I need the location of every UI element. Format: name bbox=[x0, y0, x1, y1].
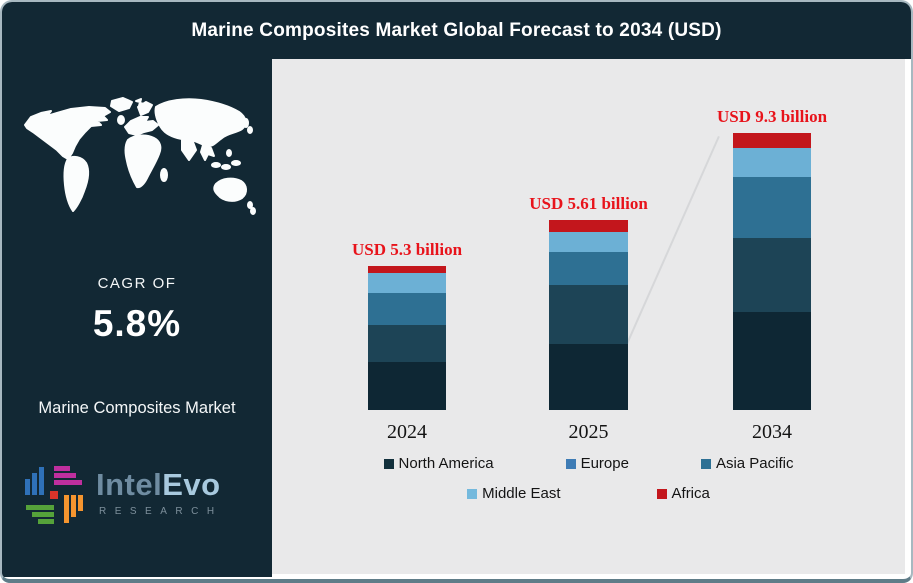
bar-segment-europe bbox=[549, 285, 628, 344]
sidebar: CAGR OF 5.8% Marine Composites Market bbox=[2, 59, 272, 577]
bar-segment-north-america bbox=[368, 362, 446, 410]
world-map-image bbox=[17, 95, 257, 221]
legend-item-asia-pacific: Asia Pacific bbox=[700, 455, 794, 472]
legend-item-africa: Africa bbox=[656, 485, 710, 502]
legend-label: Asia Pacific bbox=[715, 455, 794, 472]
bar-segment-asia-pacific bbox=[733, 177, 811, 238]
legend-label: North America bbox=[398, 455, 494, 472]
bar-segment-africa bbox=[733, 133, 811, 148]
bar-segment-middle-east bbox=[733, 148, 811, 177]
x-axis-label-2024: 2024 bbox=[387, 421, 427, 443]
bar-segment-asia-pacific bbox=[368, 293, 446, 325]
x-axis-label-2025: 2025 bbox=[568, 421, 609, 443]
bar-segment-asia-pacific bbox=[549, 252, 628, 285]
bar-segment-north-america bbox=[549, 344, 628, 410]
legend-item-north-america: North America bbox=[383, 455, 494, 472]
x-axis-label-2034: 2034 bbox=[752, 421, 792, 443]
bar-segment-north-america bbox=[733, 312, 811, 410]
legend-item-middle-east: Middle East bbox=[467, 485, 561, 502]
legend-row: Middle East Africa bbox=[467, 485, 710, 502]
stacked-bar-2024 bbox=[368, 266, 446, 410]
legend-swatch-icon bbox=[656, 488, 667, 499]
cagr-value: 5.8% bbox=[92, 303, 182, 344]
stacked-bar-2025 bbox=[549, 220, 628, 410]
logo-wordmark: IntelEvo bbox=[96, 467, 223, 503]
legend-swatch-icon bbox=[565, 458, 576, 469]
market-name: Marine Composites Market bbox=[38, 399, 236, 417]
legend-swatch-icon bbox=[700, 458, 711, 469]
bar-value-label: USD 5.61 billion bbox=[529, 194, 648, 213]
legend-label: Africa bbox=[671, 485, 710, 502]
world-map-icon bbox=[24, 97, 256, 215]
bar-segment-middle-east bbox=[368, 273, 446, 293]
stacked-bar-2034 bbox=[733, 133, 811, 410]
chart-area: USD 5.3 billion 2024 USD 5.61 billion 2025 U… bbox=[272, 59, 905, 574]
legend-swatch-icon bbox=[467, 488, 478, 499]
legend-label: Europe bbox=[580, 455, 629, 472]
bar-value-label: USD 9.3 billion bbox=[716, 107, 828, 126]
bar-segment-middle-east bbox=[549, 232, 628, 252]
cagr-label: CAGR OF bbox=[97, 275, 177, 292]
bar-segment-europe bbox=[368, 325, 446, 362]
legend-row: North America Europe Asia Pacific bbox=[383, 455, 794, 472]
page-title: Marine Composites Market Global Forecast… bbox=[191, 19, 722, 41]
bar-segment-africa bbox=[549, 220, 628, 232]
logo-wordmark-primary: Intel bbox=[96, 467, 163, 502]
bar-segment-europe bbox=[733, 238, 811, 312]
legend-swatch-icon bbox=[383, 458, 394, 469]
logo: IntelEvo RESEARCH bbox=[22, 463, 223, 527]
header-bar: Marine Composites Market Global Forecast… bbox=[2, 2, 911, 59]
chart-legend: North America Europe Asia Pacific Middle Ea… bbox=[272, 455, 905, 502]
bar-value-label: USD 5.3 billion bbox=[351, 240, 463, 259]
legend-item-europe: Europe bbox=[565, 455, 629, 472]
bar-segment-africa bbox=[368, 266, 446, 273]
logo-pinwheel-icon bbox=[25, 466, 83, 524]
logo-wordmark-secondary: Evo bbox=[162, 467, 221, 502]
logo-subtitle: RESEARCH bbox=[99, 506, 223, 517]
legend-label: Middle East bbox=[482, 485, 561, 502]
